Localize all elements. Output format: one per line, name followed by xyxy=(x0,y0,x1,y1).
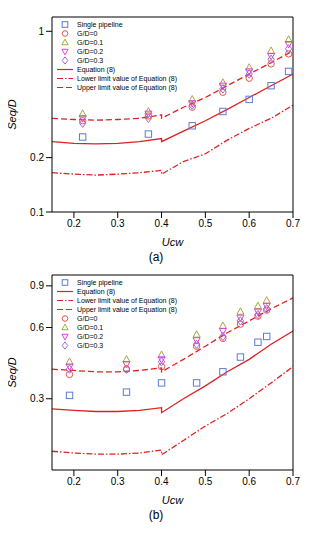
svg-text:0.4: 0.4 xyxy=(155,218,169,229)
html-text:Equation (8): Equation (8) xyxy=(77,66,116,73)
html-text:Equation (8): Equation (8) xyxy=(77,288,116,295)
svg-text:0.5: 0.5 xyxy=(198,218,212,229)
svg-text:1: 1 xyxy=(38,26,44,37)
svg-text:0.2: 0.2 xyxy=(30,152,44,163)
svg-text:0.6: 0.6 xyxy=(242,476,256,487)
svg-text:0.3: 0.3 xyxy=(111,476,125,487)
svg-text:Seq/D: Seq/D xyxy=(8,99,18,130)
html-text:G/D=0.1: G/D=0.1 xyxy=(77,39,104,46)
svg-text:Seq/D: Seq/D xyxy=(8,357,18,388)
html-text:(a): (a) xyxy=(148,250,164,264)
svg-text:0.3: 0.3 xyxy=(30,393,44,404)
svg-text:0.6: 0.6 xyxy=(242,218,256,229)
svg-text:Ucw: Ucw xyxy=(162,494,184,506)
html-text:Single pipeline: Single pipeline xyxy=(77,279,123,286)
html-text:Lower limit value of Equation: Lower limit value of Equation (8) xyxy=(77,75,177,82)
svg-text:0.4: 0.4 xyxy=(155,476,169,487)
html-text:Single pipeline: Single pipeline xyxy=(77,21,123,28)
html-text:Upper limit value of Equation: Upper limit value of Equation (8) xyxy=(77,306,177,313)
svg-text:0.2: 0.2 xyxy=(67,476,81,487)
svg-text:Ucw: Ucw xyxy=(162,236,184,248)
svg-text:0.1: 0.1 xyxy=(30,207,44,218)
html-text:G/D=0: G/D=0 xyxy=(77,30,98,37)
svg-text:0.7: 0.7 xyxy=(286,476,300,487)
html-text:G/D=0.2: G/D=0.2 xyxy=(77,333,104,340)
svg-text:0.5: 0.5 xyxy=(198,476,212,487)
html-text:G/D=0.2: G/D=0.2 xyxy=(77,48,104,55)
svg-text:0.3: 0.3 xyxy=(111,218,125,229)
html-text:G/D=0: G/D=0 xyxy=(77,315,98,322)
html-text:G/D=0.1: G/D=0.1 xyxy=(77,324,104,331)
svg-text:0.9: 0.9 xyxy=(30,280,44,291)
html-text:Lower limit value of Equation: Lower limit value of Equation (8) xyxy=(77,297,177,304)
html-text:G/D=0.3: G/D=0.3 xyxy=(77,57,104,64)
html-text:Upper limit value of Equation: Upper limit value of Equation (8) xyxy=(77,84,177,91)
svg-text:0.7: 0.7 xyxy=(286,218,300,229)
html-text:G/D=0.3: G/D=0.3 xyxy=(77,342,104,349)
html-text:(b): (b) xyxy=(148,508,164,522)
svg-text:0.6: 0.6 xyxy=(30,322,44,333)
svg-text:0.2: 0.2 xyxy=(67,218,81,229)
